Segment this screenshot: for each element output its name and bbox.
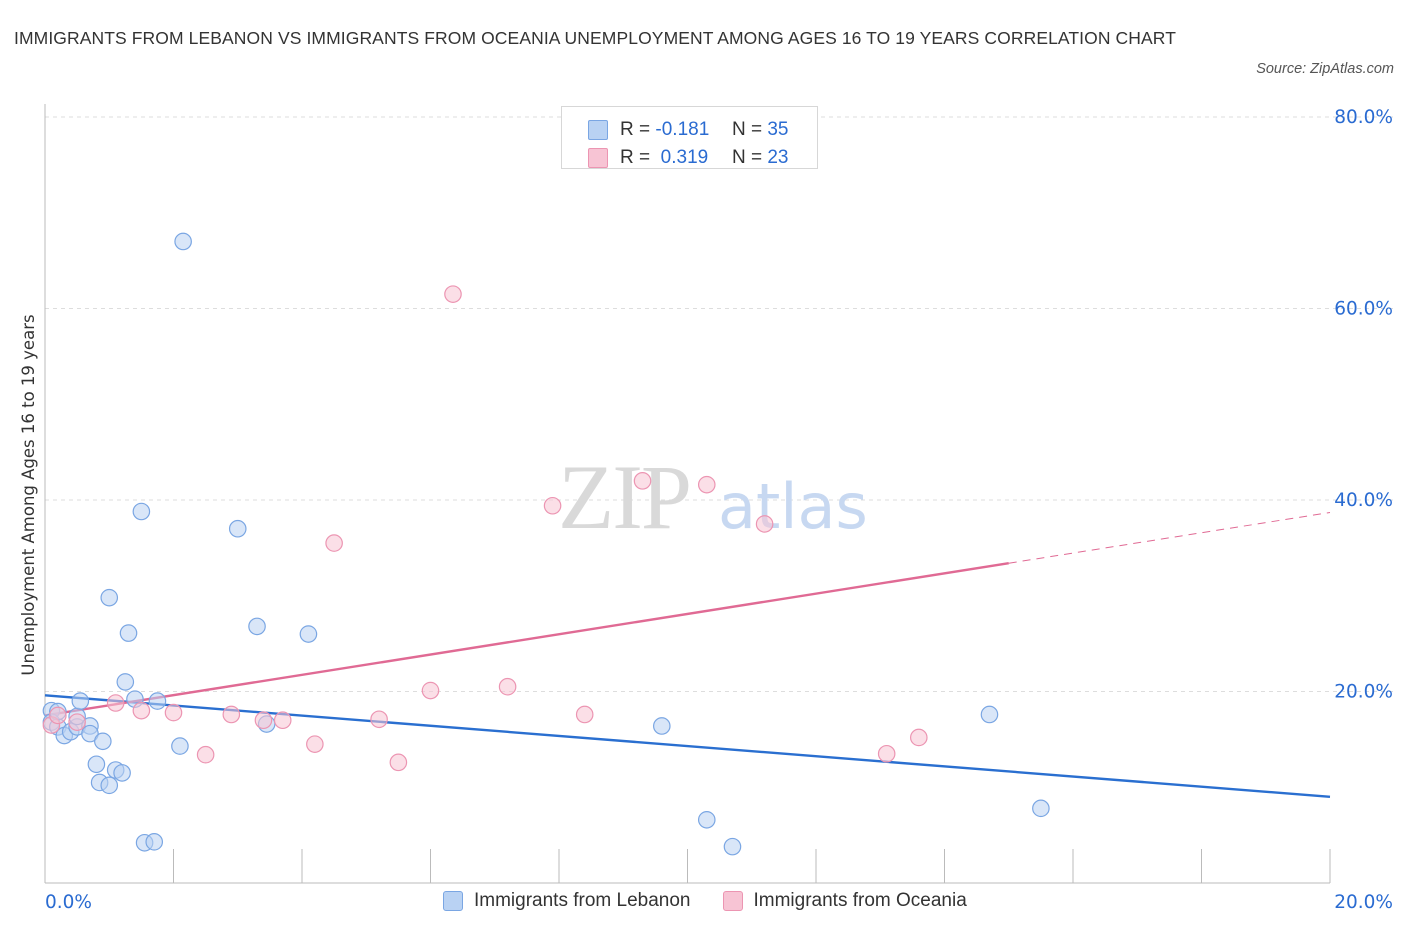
axes bbox=[44, 104, 1331, 884]
point-oceania bbox=[222, 705, 241, 724]
stats-legend: R = -0.181 N = 35 R = 0.319 N = 23 bbox=[561, 106, 818, 169]
point-lebanon bbox=[1032, 799, 1050, 818]
point-oceania bbox=[273, 711, 292, 730]
point-lebanon bbox=[148, 692, 167, 710]
point-lebanon bbox=[145, 833, 164, 851]
point-oceania bbox=[370, 710, 388, 729]
chart-title: IMMIGRANTS FROM LEBANON VS IMMIGRANTS FR… bbox=[14, 28, 1177, 48]
point-lebanon bbox=[174, 232, 192, 251]
point-oceania bbox=[421, 681, 440, 700]
watermark-zip: ZIP bbox=[558, 446, 690, 548]
point-oceania bbox=[196, 745, 215, 764]
point-oceania bbox=[909, 728, 928, 747]
x-tick-label: 20.0% bbox=[1334, 892, 1393, 913]
point-lebanon bbox=[116, 673, 135, 691]
point-lebanon bbox=[100, 588, 119, 607]
point-oceania bbox=[68, 713, 86, 731]
point-lebanon bbox=[228, 519, 247, 538]
stats-row-oceania: R = 0.319 N = 23 bbox=[588, 146, 788, 170]
point-oceania bbox=[325, 534, 343, 552]
r-value: 0.319 bbox=[655, 147, 709, 168]
point-oceania bbox=[106, 694, 125, 712]
point-oceania bbox=[697, 475, 716, 494]
y-tick-label: 80.0% bbox=[1334, 107, 1393, 128]
y-tick-label: 20.0% bbox=[1334, 682, 1393, 703]
point-lebanon bbox=[100, 776, 119, 795]
n-label: N = bbox=[731, 147, 763, 168]
r-label: R = bbox=[620, 119, 651, 140]
point-lebanon bbox=[71, 692, 90, 710]
legend-label-oceania: Immigrants from Oceania bbox=[753, 890, 967, 911]
point-lebanon bbox=[248, 617, 266, 636]
point-lebanon bbox=[652, 717, 671, 735]
point-oceania bbox=[164, 703, 183, 722]
point-lebanon bbox=[723, 837, 742, 856]
point-oceania bbox=[254, 711, 273, 730]
point-lebanon bbox=[87, 755, 106, 774]
tick-labels: 20.0% 40.0% 60.0% 80.0% 0.0% 20.0% bbox=[45, 107, 1393, 913]
oceania-legend-swatch bbox=[722, 891, 743, 911]
n-value: 35 bbox=[767, 119, 789, 140]
n-label: N = bbox=[731, 119, 763, 140]
y-axis-label: Unemployment Among Ages 16 to 19 years bbox=[19, 314, 38, 675]
data-points bbox=[42, 232, 1050, 856]
grid-lines bbox=[45, 116, 1395, 692]
legend-item-lebanon[interactable]: Immigrants from Lebanon bbox=[443, 890, 691, 912]
point-oceania bbox=[543, 496, 562, 515]
source-label: Source: ZipAtlas.com bbox=[1256, 61, 1394, 77]
point-lebanon bbox=[132, 502, 151, 521]
point-oceania bbox=[575, 705, 594, 724]
point-lebanon bbox=[81, 724, 99, 743]
point-lebanon bbox=[299, 625, 318, 643]
watermark-atlas: atlas bbox=[718, 470, 868, 543]
point-oceania bbox=[755, 515, 774, 533]
y-tick-label: 60.0% bbox=[1334, 299, 1393, 320]
legend-label-lebanon: Immigrants from Lebanon bbox=[474, 890, 691, 911]
point-oceania bbox=[498, 677, 517, 696]
series-legend: Immigrants from Lebanon Immigrants from … bbox=[443, 890, 999, 912]
point-oceania bbox=[633, 472, 652, 490]
point-lebanon bbox=[171, 737, 189, 755]
point-oceania bbox=[444, 285, 462, 303]
lebanon-legend-swatch bbox=[443, 891, 463, 911]
stats-row-lebanon: R = -0.181 N = 35 bbox=[588, 118, 788, 142]
point-lebanon bbox=[94, 732, 112, 751]
oceania-swatch bbox=[588, 148, 608, 168]
legend-item-oceania[interactable]: Immigrants from Oceania bbox=[722, 890, 967, 912]
trend-line-lebanon bbox=[44, 694, 1331, 799]
trend-line-oceania bbox=[44, 562, 1009, 717]
point-lebanon bbox=[113, 764, 131, 782]
watermark: ZIP atlas bbox=[558, 446, 868, 548]
n-value: 23 bbox=[767, 147, 789, 168]
point-lebanon bbox=[697, 811, 716, 829]
lebanon-swatch bbox=[588, 120, 608, 140]
x-tick-label: 0.0% bbox=[45, 892, 92, 913]
point-oceania bbox=[132, 701, 151, 720]
point-oceania bbox=[877, 744, 896, 763]
point-oceania bbox=[389, 753, 408, 772]
trend-line-oceania bbox=[1008, 511, 1331, 564]
r-value: -0.181 bbox=[655, 119, 710, 140]
point-lebanon bbox=[980, 705, 999, 724]
point-oceania bbox=[306, 735, 324, 753]
r-label: R = bbox=[620, 147, 651, 168]
y-tick-label: 40.0% bbox=[1334, 490, 1393, 511]
trend-lines bbox=[44, 511, 1331, 799]
point-oceania bbox=[49, 706, 67, 725]
point-lebanon bbox=[119, 624, 138, 642]
